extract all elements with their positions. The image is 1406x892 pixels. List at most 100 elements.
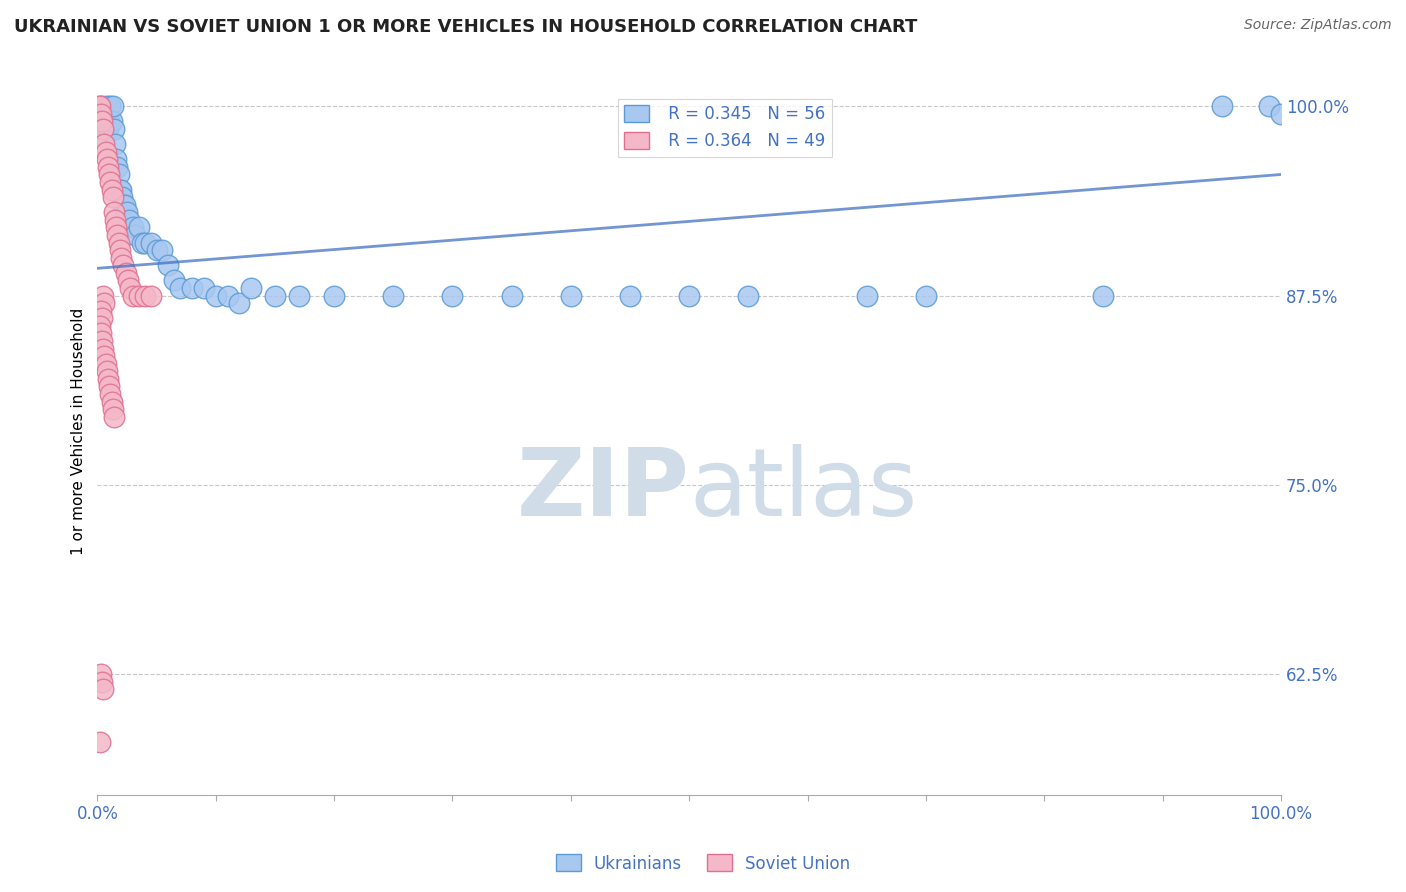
- Point: [501, 288, 523, 302]
- Point: [94, 145, 117, 159]
- Text: ZIP: ZIP: [516, 444, 689, 536]
- Point: [91, 682, 114, 697]
- Point: [108, 243, 131, 257]
- Point: [105, 220, 128, 235]
- Point: [96, 99, 118, 113]
- Point: [560, 288, 582, 302]
- Point: [228, 296, 250, 310]
- Point: [181, 281, 204, 295]
- Point: [131, 235, 153, 250]
- Point: [101, 99, 124, 113]
- Point: [114, 266, 136, 280]
- Point: [107, 168, 129, 182]
- Point: [97, 372, 120, 386]
- Point: [217, 288, 239, 302]
- Point: [114, 198, 136, 212]
- Point: [323, 288, 346, 302]
- Point: [112, 198, 135, 212]
- Point: [100, 394, 122, 409]
- Point: [98, 175, 121, 189]
- Point: [110, 251, 132, 265]
- Point: [120, 281, 142, 295]
- Point: [128, 288, 150, 302]
- Point: [1092, 288, 1115, 302]
- Point: [96, 153, 118, 167]
- Point: [98, 387, 121, 401]
- Point: [441, 288, 464, 302]
- Point: [107, 160, 129, 174]
- Point: [91, 122, 114, 136]
- Point: [91, 114, 114, 128]
- Point: [145, 243, 167, 257]
- Point: [93, 137, 115, 152]
- Point: [89, 318, 111, 333]
- Point: [91, 342, 114, 356]
- Point: [103, 409, 125, 424]
- Point: [103, 122, 125, 136]
- Point: [264, 288, 287, 302]
- Point: [287, 288, 309, 302]
- Point: [90, 667, 112, 681]
- Point: [678, 288, 700, 302]
- Point: [107, 235, 129, 250]
- Point: [108, 183, 131, 197]
- Point: [97, 122, 120, 136]
- Point: [93, 296, 115, 310]
- Text: Source: ZipAtlas.com: Source: ZipAtlas.com: [1244, 18, 1392, 32]
- Point: [110, 183, 132, 197]
- Point: [121, 288, 143, 302]
- Point: [619, 288, 641, 302]
- Point: [128, 220, 150, 235]
- Point: [115, 205, 138, 219]
- Point: [1211, 99, 1233, 113]
- Point: [163, 273, 186, 287]
- Point: [169, 281, 191, 295]
- Point: [118, 213, 141, 227]
- Text: atlas: atlas: [689, 444, 917, 536]
- Point: [91, 334, 114, 348]
- Point: [1258, 99, 1281, 113]
- Point: [97, 160, 120, 174]
- Point: [98, 379, 121, 393]
- Point: [382, 288, 405, 302]
- Point: [855, 288, 877, 302]
- Point: [121, 220, 143, 235]
- Point: [91, 288, 114, 302]
- Legend: Ukrainians, Soviet Union: Ukrainians, Soviet Union: [548, 847, 858, 880]
- Text: UKRAINIAN VS SOVIET UNION 1 OR MORE VEHICLES IN HOUSEHOLD CORRELATION CHART: UKRAINIAN VS SOVIET UNION 1 OR MORE VEHI…: [14, 18, 918, 36]
- Point: [112, 258, 135, 272]
- Point: [101, 402, 124, 417]
- Legend:  R = 0.345   N = 56,  R = 0.364   N = 49: R = 0.345 N = 56, R = 0.364 N = 49: [617, 99, 831, 157]
- Point: [117, 273, 139, 287]
- Point: [107, 227, 129, 242]
- Point: [139, 235, 162, 250]
- Point: [91, 114, 114, 128]
- Point: [157, 258, 180, 272]
- Point: [737, 288, 759, 302]
- Point: [94, 114, 117, 128]
- Point: [91, 311, 114, 326]
- Point: [90, 326, 112, 341]
- Point: [111, 190, 134, 204]
- Point: [93, 129, 115, 144]
- Point: [96, 364, 118, 378]
- Point: [105, 153, 128, 167]
- Point: [90, 114, 112, 128]
- Point: [94, 357, 117, 371]
- Point: [1270, 107, 1292, 121]
- Point: [93, 349, 115, 363]
- Point: [90, 303, 112, 318]
- Point: [134, 288, 156, 302]
- Point: [240, 281, 263, 295]
- Y-axis label: 1 or more Vehicles in Household: 1 or more Vehicles in Household: [72, 308, 86, 556]
- Point: [101, 190, 124, 204]
- Point: [89, 99, 111, 113]
- Point: [91, 674, 114, 689]
- Point: [104, 213, 127, 227]
- Point: [100, 114, 122, 128]
- Point: [193, 281, 215, 295]
- Point: [152, 243, 174, 257]
- Point: [915, 288, 938, 302]
- Point: [98, 114, 121, 128]
- Point: [90, 107, 112, 121]
